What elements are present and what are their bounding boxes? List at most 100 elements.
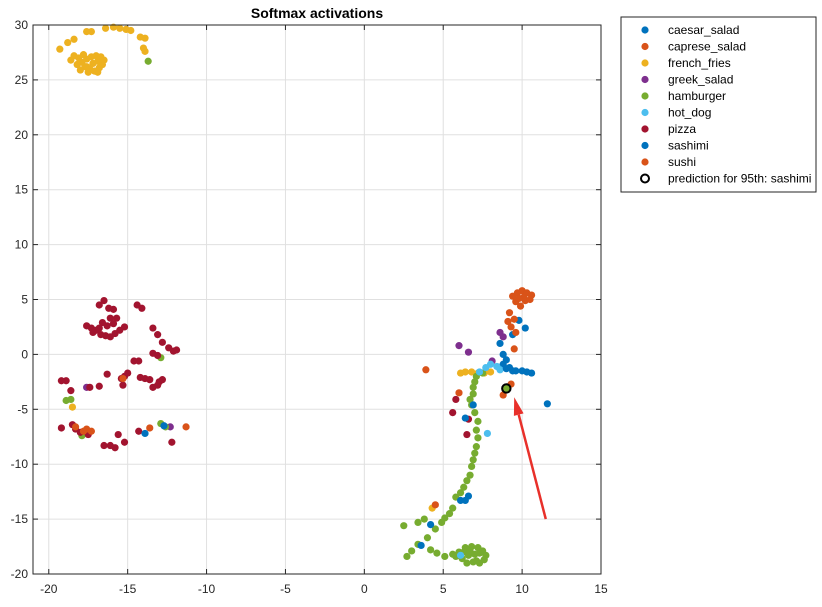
point-sushi [72, 423, 80, 431]
point-sushi [119, 374, 127, 383]
point-pizza [452, 395, 460, 404]
legend-label: sushi [668, 155, 696, 169]
legend-entry[interactable]: french_fries [641, 56, 731, 70]
point-hamburger [441, 552, 449, 561]
point-hot-dog [456, 551, 465, 559]
point-pizza [158, 376, 166, 384]
legend-label: hamburger [668, 89, 726, 103]
point-pizza [100, 441, 108, 450]
x-tick-label: -10 [198, 582, 216, 596]
point-french-fries [141, 34, 149, 42]
legend-marker [641, 42, 649, 51]
point-sashimi [469, 401, 477, 409]
point-hamburger [471, 449, 479, 457]
point-sashimi [464, 492, 473, 500]
point-pizza [130, 357, 138, 365]
legend-entry[interactable]: pizza [641, 122, 696, 136]
legend-marker [641, 158, 649, 166]
point-pizza [103, 370, 111, 378]
chart-title: Softmax activations [251, 5, 383, 21]
point-hamburger [414, 518, 422, 526]
point-french-fries [79, 51, 88, 59]
point-french-fries [64, 38, 72, 47]
y-tick-label: -20 [11, 567, 29, 581]
legend-box [620, 16, 817, 193]
point-pizza [158, 338, 166, 346]
point-french-fries [56, 45, 64, 53]
legend-label: hot_dog [668, 106, 711, 120]
point-french-fries [76, 66, 84, 74]
point-french-fries [116, 24, 124, 32]
point-pizza [67, 387, 75, 395]
point-hamburger [403, 552, 411, 561]
point-hamburger [471, 408, 479, 417]
legend[interactable]: caesar_salad caprese_salad french_friesgre… [620, 16, 817, 193]
point-pizza [146, 376, 154, 384]
legend-entry[interactable]: sushi [641, 155, 696, 169]
point-pizza [135, 427, 143, 435]
x-tick-label: -20 [40, 582, 58, 596]
point-pizza [154, 331, 162, 339]
point-caprese-salad [422, 366, 430, 374]
point-pizza [103, 322, 111, 330]
y-tick-label: -5 [17, 402, 28, 416]
point-pizza [62, 377, 70, 385]
point-sushi [87, 427, 95, 435]
point-hot-dog [475, 368, 484, 376]
point-pizza [114, 430, 122, 439]
point-pizza [95, 324, 103, 332]
legend-entry[interactable]: hot_dog [641, 106, 711, 120]
point-french-fries [70, 35, 78, 43]
point-pizza [109, 320, 118, 328]
legend-marker [641, 108, 649, 117]
point-french-fries [468, 368, 476, 376]
point-sashimi [160, 422, 168, 430]
data-points [56, 23, 551, 567]
point-hamburger [431, 525, 439, 533]
legend-marker [641, 92, 649, 100]
point-sashimi [461, 414, 469, 422]
point-french-fries [84, 68, 92, 76]
point-hamburger [472, 557, 480, 565]
y-tick-label: 10 [15, 238, 29, 252]
point-french-fries [456, 369, 465, 377]
point-hamburger [463, 477, 471, 485]
legend-entry[interactable]: caprese_salad [641, 40, 746, 54]
y-tick-label: 30 [15, 18, 29, 32]
point-pizza [89, 328, 97, 337]
point-french-fries [87, 27, 95, 36]
point-pizza [463, 430, 471, 439]
arrow-head [513, 397, 524, 416]
point-hamburger [62, 396, 70, 405]
point-hamburger [460, 483, 468, 491]
point-pizza [57, 424, 65, 432]
legend-marker [641, 141, 649, 150]
point-sushi [431, 501, 439, 509]
legend-marker [641, 59, 649, 67]
point-french-fries [83, 63, 91, 71]
point-hamburger [438, 518, 446, 526]
x-tick-label: 5 [440, 582, 447, 596]
legend-entry[interactable]: caesar_salad [641, 23, 739, 37]
point-hamburger [468, 462, 476, 470]
point-caesar-salad [527, 369, 536, 377]
point-sashimi [417, 541, 425, 550]
point-caprese-salad [510, 315, 518, 323]
point-hamburger [456, 489, 465, 497]
legend-entry[interactable]: sashimi [641, 139, 709, 153]
legend-entry[interactable]: greek_salad [641, 73, 733, 87]
point-hamburger [474, 434, 482, 442]
legend-entry[interactable]: prediction for 95th: sashimi [640, 172, 811, 186]
point-caprese-salad [516, 302, 525, 310]
point-hamburger [469, 390, 477, 398]
y-tick-label: 0 [21, 347, 28, 361]
legend-entry[interactable]: hamburger [641, 89, 726, 103]
point-hamburger [466, 395, 474, 404]
point-hamburger [469, 456, 477, 464]
legend-label: caesar_salad [668, 23, 739, 37]
point-hamburger [466, 547, 474, 555]
y-tick-label: 15 [15, 183, 29, 197]
point-hamburger [466, 471, 474, 479]
